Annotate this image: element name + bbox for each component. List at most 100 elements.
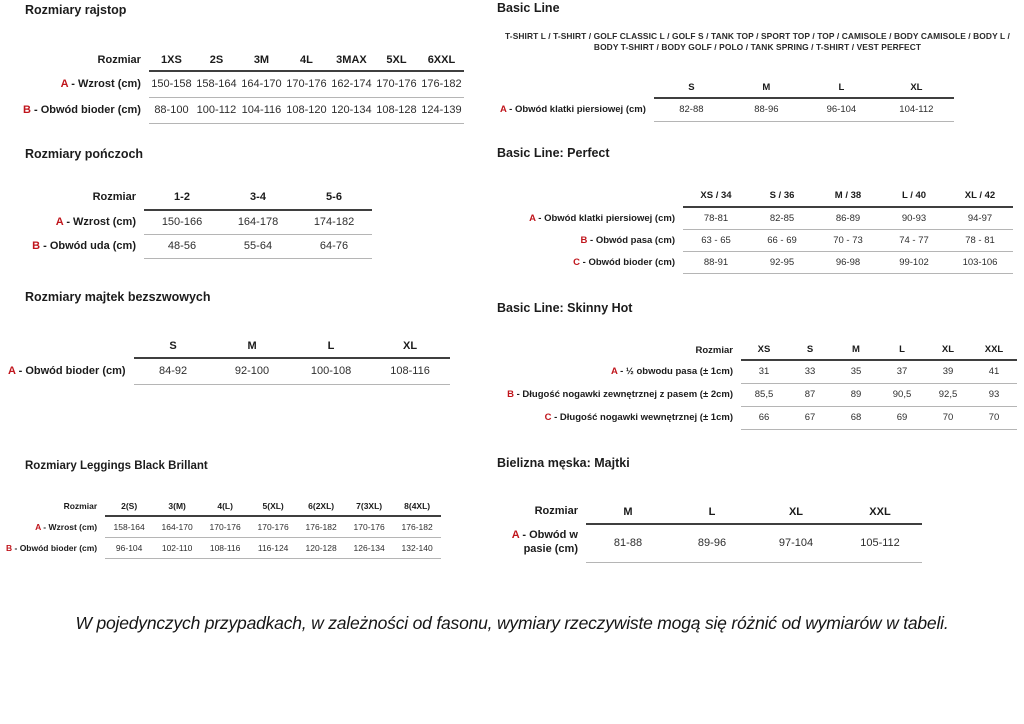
column-header: M — [586, 500, 670, 525]
column-header: 5-6 — [296, 184, 372, 211]
value-cell: 69 — [879, 406, 925, 430]
value-cell: 99-102 — [881, 251, 947, 274]
value-cell: 67 — [787, 406, 833, 430]
column-header: XS — [741, 340, 787, 361]
table-bielizna-meska: Rozmiar M L XL XXL A - Obwód w pasie (cm) 81-8… — [496, 500, 922, 563]
value-cell: 81-88 — [586, 524, 670, 563]
row-key-letter: A — [511, 529, 520, 542]
column-header: 2S — [193, 49, 239, 72]
table-row: A - Wzrost (cm) 150-166 164-178 174-182 — [32, 210, 372, 235]
column-header: 3M — [238, 49, 284, 72]
column-header: M / 38 — [815, 184, 881, 208]
table-row: A - Wzrost (cm) 150-158 158-164 164-170 170-… — [23, 71, 464, 98]
value-cell: 164-170 — [238, 71, 284, 98]
size-table: S M L XL A - Obwód bioder (cm) 84-92 92-100 100… — [8, 334, 450, 385]
value-cell: 150-158 — [148, 71, 194, 98]
value-cell: 102-110 — [153, 537, 202, 559]
value-cell: 92-95 — [749, 251, 815, 274]
size-table: Rozmiar 2(S) 3(M) 4(L) 5(XL) 6(2XL) 7(3XL) 8(4X… — [6, 496, 442, 559]
row-label: C - Obwód bioder (cm) — [573, 256, 675, 268]
value-cell: 170-176 — [249, 516, 298, 538]
column-header: 3-4 — [220, 184, 296, 211]
value-cell: 126-134 — [345, 537, 394, 559]
table-row: C - Obwód bioder (cm) 88-91 92-95 96-98 99-1… — [503, 251, 1013, 274]
value-cell: 174-182 — [296, 210, 372, 235]
table-row: B - Obwód bioder (cm) 88-100 100-112 104-11… — [23, 97, 464, 124]
value-cell: 70 - 73 — [815, 229, 881, 252]
row-key-letter: A — [35, 521, 41, 532]
value-cell: 37 — [879, 360, 925, 384]
column-header: 1XS — [148, 49, 194, 72]
table-rajstop: Rozmiar 1XS 2S 3M 4L 3MAX 5XL 6XXL A - Wzrost (c… — [23, 49, 464, 124]
value-cell: 104-112 — [878, 98, 954, 122]
value-cell: 164-178 — [220, 210, 296, 235]
value-cell: 176-182 — [418, 71, 464, 98]
table-row: A - ½ obwodu pasa (± 1cm) 31 33 35 37 39 41 — [501, 360, 1017, 384]
row-label: A - Wzrost (cm) — [60, 78, 141, 90]
section-title-basic-line: Basic Line — [497, 1, 560, 15]
column-header: 3(M) — [153, 496, 202, 517]
table-row: B - Długość nogawki zewnętrznej z pasem … — [501, 383, 1017, 407]
value-cell: 100-112 — [193, 97, 239, 124]
value-cell: 162-174 — [328, 71, 374, 98]
value-cell: 78-81 — [683, 207, 749, 230]
value-cell: 89 — [833, 383, 879, 407]
corner-label: Rozmiar — [534, 505, 578, 518]
value-cell: 74 - 77 — [881, 229, 947, 252]
value-cell: 85,5 — [741, 383, 787, 407]
section-title-bielizna-meska: Bielizna męska: Majtki — [497, 456, 630, 470]
value-cell: 48-56 — [144, 234, 220, 259]
table-row: B - Obwód uda (cm) 48-56 55-64 64-76 — [32, 234, 372, 259]
table-row: A - Wzrost (cm) 158-164 164-170 170-176 170-… — [6, 516, 442, 538]
row-key-letter: A — [500, 104, 507, 115]
table-row: A - Obwód klatki piersiowej (cm) 82-88 88-… — [500, 98, 954, 122]
column-header: XL — [878, 78, 954, 99]
row-label: A - Wzrost (cm) — [55, 216, 136, 228]
column-header: 2(S) — [105, 496, 154, 517]
value-cell: 78 - 81 — [947, 229, 1013, 252]
value-cell: 88-100 — [148, 97, 194, 124]
value-cell: 31 — [741, 360, 787, 384]
column-header: XXL — [971, 340, 1017, 361]
corner-label: Rozmiar — [92, 191, 136, 203]
value-cell: 100-108 — [291, 358, 371, 385]
value-cell: 90,5 — [879, 383, 925, 407]
size-table: Rozmiar 1XS 2S 3M 4L 3MAX 5XL 6XXL A - Wzrost (c… — [23, 49, 464, 124]
column-header: L — [803, 78, 879, 99]
table-row: A - Obwód bioder (cm) 84-92 92-100 100-108 1… — [8, 358, 450, 385]
row-key-letter: B — [23, 104, 31, 116]
column-header: S — [787, 340, 833, 361]
value-cell: 132-140 — [393, 537, 442, 559]
table-row: A - Obwód klatki piersiowej (cm) 78-81 82-… — [503, 207, 1013, 230]
value-cell: 86-89 — [815, 207, 881, 230]
column-header: L — [670, 500, 754, 525]
value-cell: 105-112 — [838, 524, 922, 563]
value-cell: 108-120 — [283, 97, 329, 124]
value-cell: 170-176 — [201, 516, 250, 538]
table-perfect: XS / 34 S / 36 M / 38 L / 40 XL / 42 A - Obwó… — [503, 184, 1013, 274]
column-header: M — [728, 78, 804, 99]
value-cell: 96-104 — [105, 537, 154, 559]
section-title-leggings: Rozmiary Leggings Black Brillant — [25, 460, 208, 472]
table-ponczochy: Rozmiar 1-2 3-4 5-6 A - Wzrost (cm) 150-166 16… — [32, 184, 372, 259]
value-cell: 90-93 — [881, 207, 947, 230]
column-header: S / 36 — [749, 184, 815, 208]
value-cell: 158-164 — [193, 71, 239, 98]
row-label: B - Obwód uda (cm) — [32, 240, 136, 252]
section-title-skinny-hot: Basic Line: Skinny Hot — [497, 301, 633, 315]
column-header: XS / 34 — [683, 184, 749, 208]
column-header: S — [133, 334, 213, 359]
value-cell: 164-170 — [153, 516, 202, 538]
section-title-majtki-bezszwowe: Rozmiary majtek bezszwowych — [25, 290, 211, 304]
value-cell: 96-104 — [803, 98, 879, 122]
row-label: A - Obwód bioder (cm) — [8, 365, 126, 377]
value-cell: 89-96 — [670, 524, 754, 563]
table-leggings: Rozmiar 2(S) 3(M) 4(L) 5(XL) 6(2XL) 7(3XL) 8(4X… — [6, 496, 442, 559]
table-row: B - Obwód pasa (cm) 63 - 65 66 - 69 70 - 73… — [503, 229, 1013, 252]
column-header: 6(2XL) — [297, 496, 346, 517]
column-header: XL — [370, 334, 450, 359]
row-key-letter: A — [8, 365, 16, 377]
value-cell: 108-116 — [370, 358, 450, 385]
value-cell: 150-166 — [144, 210, 220, 235]
